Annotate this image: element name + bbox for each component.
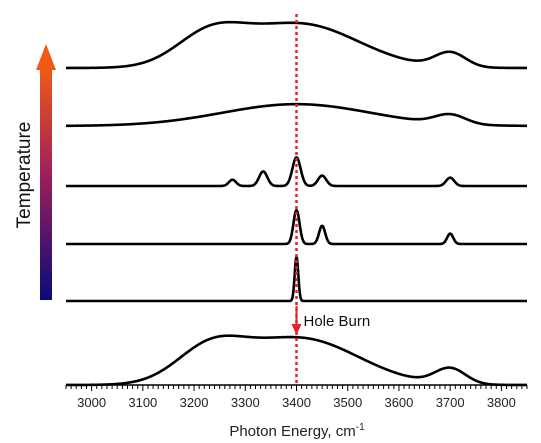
x-tick-label: 3300 bbox=[231, 395, 260, 410]
x-tick-label: 3500 bbox=[333, 395, 362, 410]
hole-burn-arrow-head bbox=[291, 324, 302, 335]
spectrum-trace-6 bbox=[65, 334, 528, 387]
hole-burn-label: Hole Burn bbox=[304, 313, 371, 330]
spectrum-trace-4 bbox=[65, 208, 528, 246]
temperature-arrow bbox=[36, 44, 56, 300]
temperature-arrow-shaft bbox=[40, 68, 52, 300]
hole-burn-marker bbox=[291, 306, 302, 335]
spectrum-trace-3 bbox=[65, 156, 528, 188]
x-axis-title: Photon Energy, cm-1 bbox=[229, 422, 365, 440]
temperature-arrow-head bbox=[36, 44, 56, 70]
x-tick-label: 3800 bbox=[487, 395, 516, 410]
temperature-label: Temperature bbox=[14, 122, 35, 229]
x-tick-label: 3600 bbox=[384, 395, 413, 410]
x-tick-label: 3000 bbox=[77, 395, 106, 410]
x-axis: 3000 3100 3200 3300 3400 3500 3600 3700 3800 bbox=[65, 384, 528, 410]
x-tick-label: 3100 bbox=[128, 395, 157, 410]
x-tick-label: 3200 bbox=[180, 395, 209, 410]
x-tick-label: 3400 bbox=[282, 395, 311, 410]
x-axis-title-superscript: -1 bbox=[356, 422, 365, 433]
x-tick-label: 3700 bbox=[436, 395, 465, 410]
x-axis-title-text: Photon Energy, cm bbox=[229, 423, 355, 440]
